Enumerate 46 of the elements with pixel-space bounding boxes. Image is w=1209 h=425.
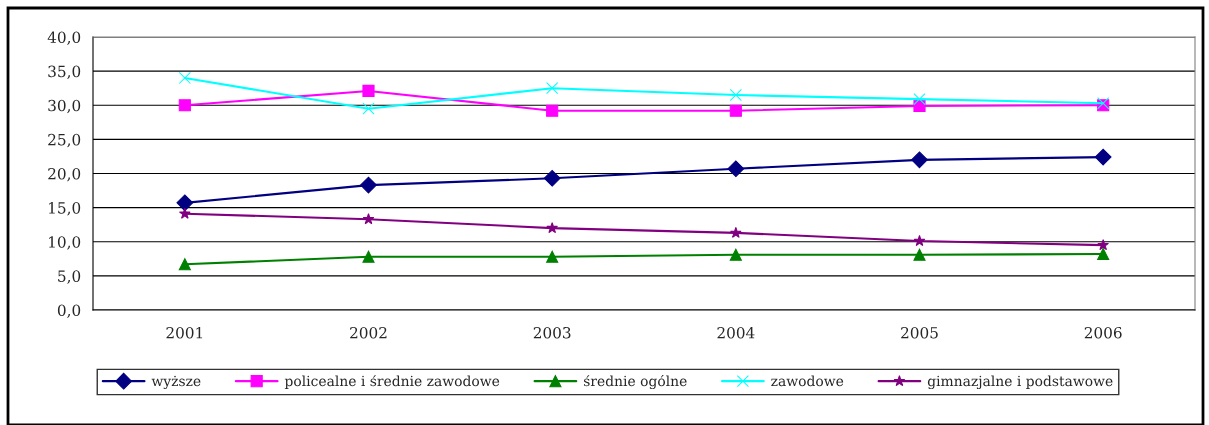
point: [729, 104, 742, 117]
point: [913, 248, 926, 261]
y-tick-label: 10,0: [49, 236, 81, 250]
point: [176, 194, 194, 212]
x-tick-label: 2004: [717, 326, 755, 339]
point: [727, 160, 745, 178]
point: [362, 102, 375, 115]
point: [1094, 148, 1112, 166]
point: [913, 93, 926, 106]
point: [546, 222, 558, 234]
y-tick-label: 35,0: [48, 65, 81, 80]
y-tick-label: 0,0: [57, 304, 81, 318]
x-tick-label: 2002: [350, 326, 387, 339]
legend-label: gimnazjalne i podstawowe: [927, 375, 1113, 390]
x-tick-label: 2003: [533, 326, 571, 339]
y-tick-label: 25,0: [48, 133, 81, 148]
legend-label: zawodowe: [771, 375, 844, 387]
legend-label: policealne i średnie zawodowe: [284, 375, 500, 389]
point: [178, 258, 191, 271]
point: [360, 176, 377, 194]
y-tick-label: 30,0: [48, 99, 81, 114]
point: [729, 248, 742, 261]
y-tick-label: 15,0: [49, 202, 81, 216]
point: [546, 250, 559, 263]
point: [362, 213, 375, 225]
x-tick-label: 2001: [166, 326, 203, 339]
point: [546, 82, 559, 95]
point: [913, 234, 926, 247]
y-tick-label: 40,0: [47, 31, 81, 45]
point: [178, 71, 191, 85]
x-tick-label: 2006: [1084, 326, 1122, 339]
point: [362, 84, 375, 97]
legend-label: średnie ogólne: [583, 374, 687, 390]
point: [546, 104, 559, 117]
point: [1097, 247, 1110, 261]
point: [362, 250, 375, 263]
point: [543, 169, 561, 187]
point: [729, 88, 742, 102]
point: [911, 151, 928, 169]
point: [1097, 239, 1109, 251]
y-tick-label: 20,0: [48, 167, 81, 182]
point: [730, 226, 742, 238]
point: [178, 99, 191, 112]
y-tick-label: 5,0: [58, 270, 81, 284]
x-tick-label: 2005: [901, 326, 938, 339]
legend-label: wyższe: [151, 375, 201, 390]
